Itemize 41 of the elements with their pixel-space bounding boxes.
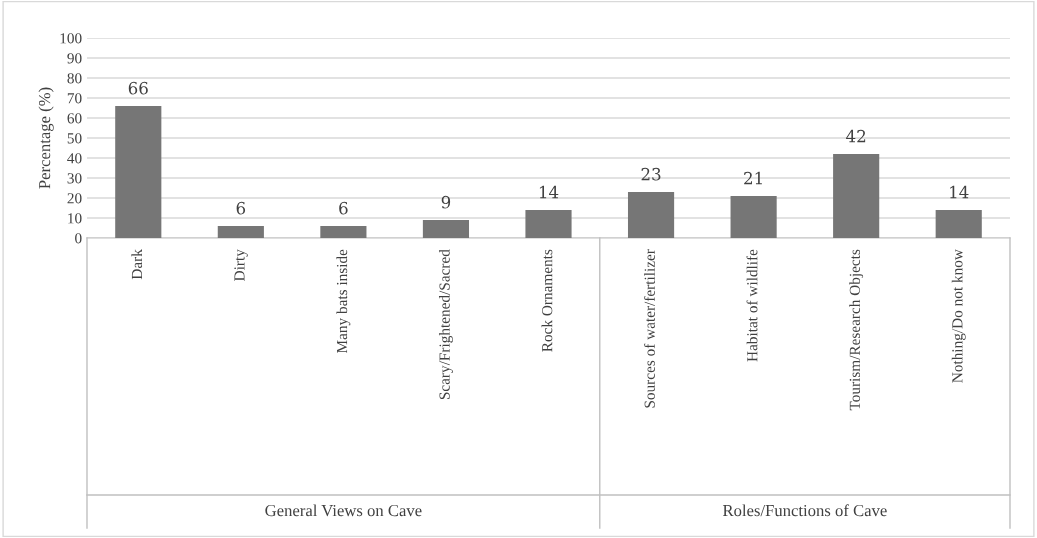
y-tick-label: 30	[67, 173, 82, 184]
data-label: 6	[236, 201, 246, 215]
data-label: 23	[641, 167, 661, 181]
y-tick-label: 100	[60, 33, 82, 44]
y-tick-label: 90	[67, 53, 82, 64]
x-tick-label: Sources of water/fertilizer	[643, 249, 655, 408]
x-tick-label: Dark	[131, 249, 143, 280]
y-tick-label: 0	[75, 233, 82, 244]
y-tick-label: 60	[67, 113, 82, 124]
data-label: 14	[950, 185, 969, 199]
y-tick-label: 80	[67, 73, 82, 84]
data-label: 14	[539, 185, 559, 199]
y-tick-label: 50	[67, 133, 82, 144]
y-tick-label: 70	[67, 93, 82, 104]
bar	[833, 154, 880, 238]
data-label: 42	[846, 129, 866, 143]
bar	[422, 220, 470, 238]
y-axis-title: Percentage (%)	[38, 87, 54, 189]
x-tick-label: Dirty	[234, 249, 248, 281]
text: General Views on Cave	[265, 504, 422, 517]
y-tick-label: 10	[68, 213, 82, 224]
data-label: 6	[339, 201, 348, 215]
x-tick-label: Tourism/Research Objects	[849, 249, 864, 411]
text: Roles/Functions of Cave	[722, 504, 887, 517]
bar	[320, 226, 367, 238]
data-label: 9	[441, 195, 451, 209]
x-tick-label: Habitat of wildlife	[746, 249, 758, 362]
y-tick-label: 20	[67, 193, 82, 204]
bar	[525, 210, 572, 238]
x-tick-label: Rock Ornaments	[541, 249, 553, 352]
data-label: 21	[744, 171, 762, 185]
data-label: 66	[128, 81, 148, 95]
bar	[730, 196, 777, 238]
x-tick-label: Many bats inside	[336, 249, 351, 354]
x-tick-label: Nothing/Do not know	[951, 249, 966, 383]
bar	[627, 192, 675, 238]
bar	[935, 210, 982, 238]
x-tick-label: Scary/Frightened/Sacred	[439, 249, 453, 400]
y-tick-label: 40	[67, 153, 82, 164]
bar	[115, 106, 162, 238]
bar	[217, 226, 264, 238]
